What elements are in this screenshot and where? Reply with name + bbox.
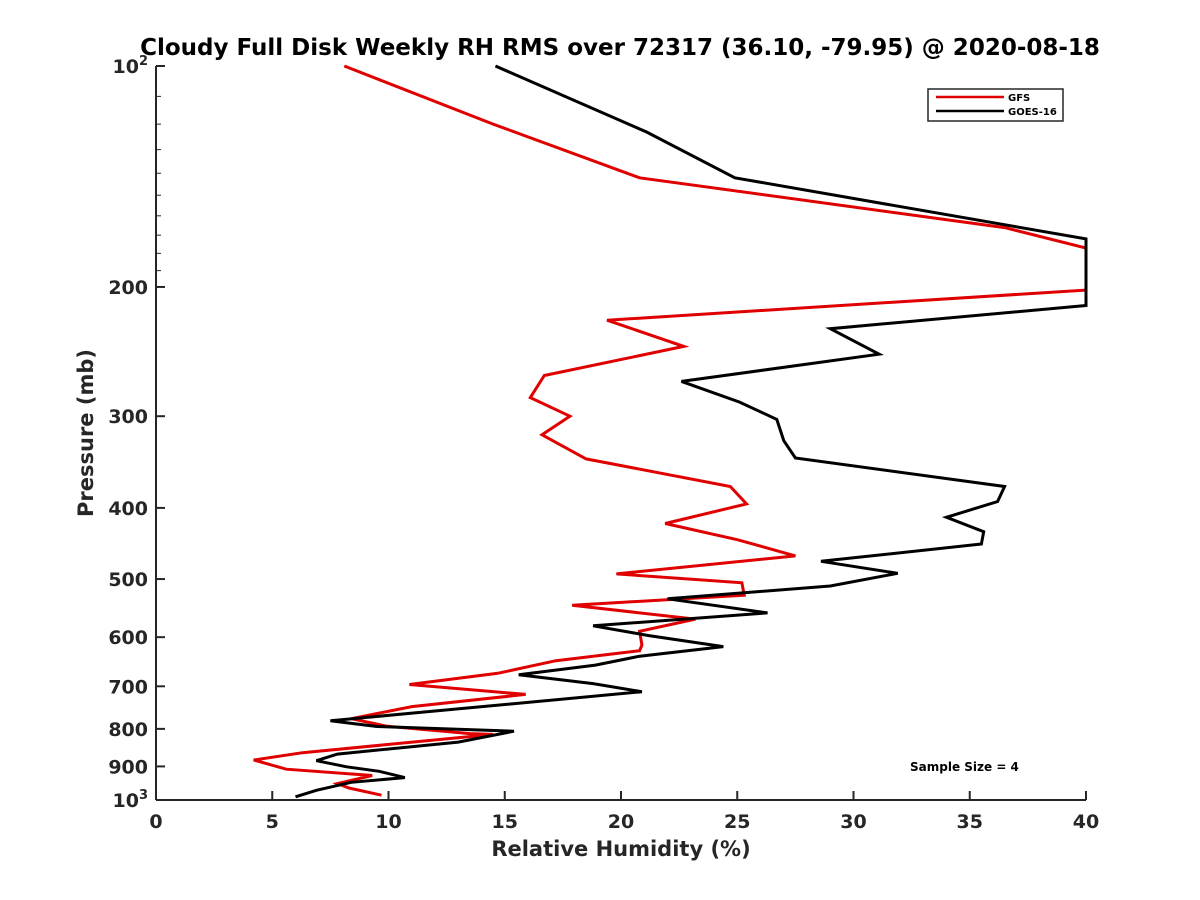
y-tick-label: 800 <box>108 719 148 741</box>
x-tick-label: 25 <box>724 811 750 833</box>
series-line-goes16 <box>295 64 1088 799</box>
y-tick-label: 102 <box>113 54 149 78</box>
sample-size-annotation: Sample Size = 4 <box>910 760 1019 774</box>
y-tick-label: 600 <box>108 627 148 649</box>
chart-title: Cloudy Full Disk Weekly RH RMS over 7231… <box>140 35 1100 61</box>
x-tick-label: 30 <box>840 811 866 833</box>
x-tick-label: 10 <box>375 811 401 833</box>
legend-label-goes16: GOES-16 <box>1008 107 1057 118</box>
y-tick-label: 300 <box>108 406 148 428</box>
y-tick-label: 200 <box>108 277 148 299</box>
x-tick-label: 35 <box>957 811 983 833</box>
y-tick-label: 400 <box>108 498 148 520</box>
y-tick-label: 900 <box>108 756 148 778</box>
y-tick-label: 500 <box>108 569 148 591</box>
legend: GFS GOES-16 <box>927 88 1064 122</box>
series-layer <box>253 64 1088 799</box>
x-tick-label: 15 <box>492 811 518 833</box>
legend-box <box>927 88 1064 122</box>
x-tick-label: 20 <box>608 811 634 833</box>
y-ticks: 102 200 300 400 500 600 700 800 900 103 <box>108 54 165 812</box>
x-tick-label: 0 <box>149 811 162 833</box>
legend-label-gfs: GFS <box>1008 93 1030 104</box>
x-tick-label: 5 <box>266 811 279 833</box>
y-tick-label: 700 <box>108 676 148 698</box>
series-line-gfs <box>253 64 1088 797</box>
x-ticks: 0 5 10 15 20 25 30 35 40 <box>149 791 1099 833</box>
y-axis-label: Pressure (mb) <box>74 349 98 517</box>
x-axis-label: Relative Humidity (%) <box>491 837 750 861</box>
y-tick-label: 103 <box>113 788 149 812</box>
x-tick-label: 40 <box>1073 811 1099 833</box>
